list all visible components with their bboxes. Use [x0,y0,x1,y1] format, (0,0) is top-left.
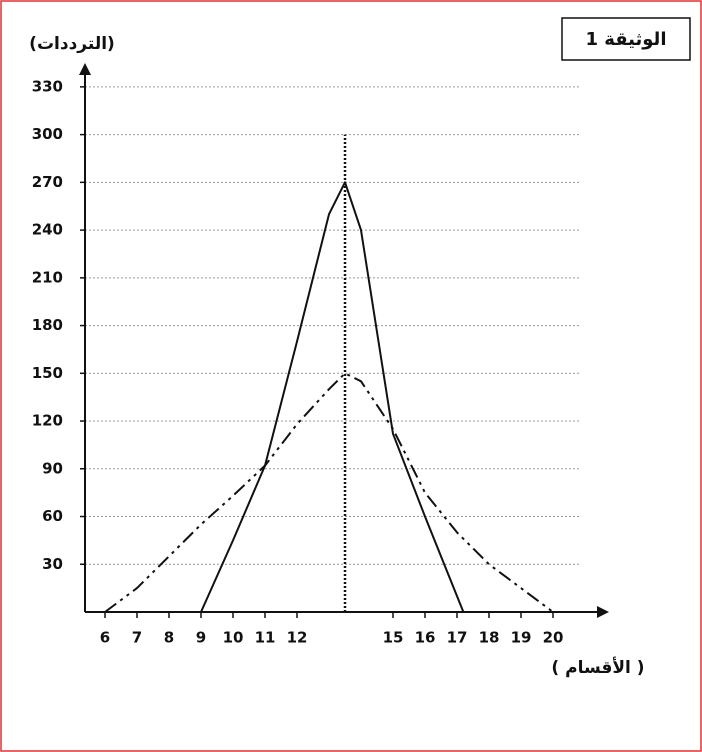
x-tick-label: 20 [543,629,564,647]
y-tick-label: 240 [32,221,63,239]
x-tick-label: 6 [100,629,110,647]
y-tick-label: 90 [42,459,63,477]
y-tick-label: 60 [42,507,63,525]
x-tick-label: 12 [287,629,308,647]
y-axis-label: (الترددات) [29,34,115,54]
y-tick-label: 270 [32,173,63,191]
x-tick-label: 10 [223,629,244,647]
x-axis-label: ( الأقسام ) [551,657,644,678]
x-tick-label: 7 [132,629,142,647]
y-tick-label: 120 [32,412,63,430]
y-tick-label: 150 [32,364,63,382]
y-tick-label: 300 [32,125,63,143]
y-tick-label: 330 [32,77,63,95]
y-tick-label: 30 [42,555,63,573]
x-tick-label: 15 [383,629,404,647]
x-tick-label: 17 [447,629,468,647]
x-tick-label: 8 [164,629,174,647]
x-tick-label: 11 [255,629,276,647]
x-tick-label: 16 [415,629,436,647]
y-arrow [79,63,91,75]
y-tick-label: 210 [32,268,63,286]
x-tick-label: 9 [196,629,206,647]
title-box [561,17,691,61]
line-series [200,181,465,613]
y-tick-label: 180 [32,316,63,334]
x-tick-label: 19 [511,629,532,647]
x-arrow [597,606,609,618]
line-series [104,372,554,613]
chart-title: الوثيقة 1 [586,29,667,50]
x-tick-label: 18 [479,629,500,647]
